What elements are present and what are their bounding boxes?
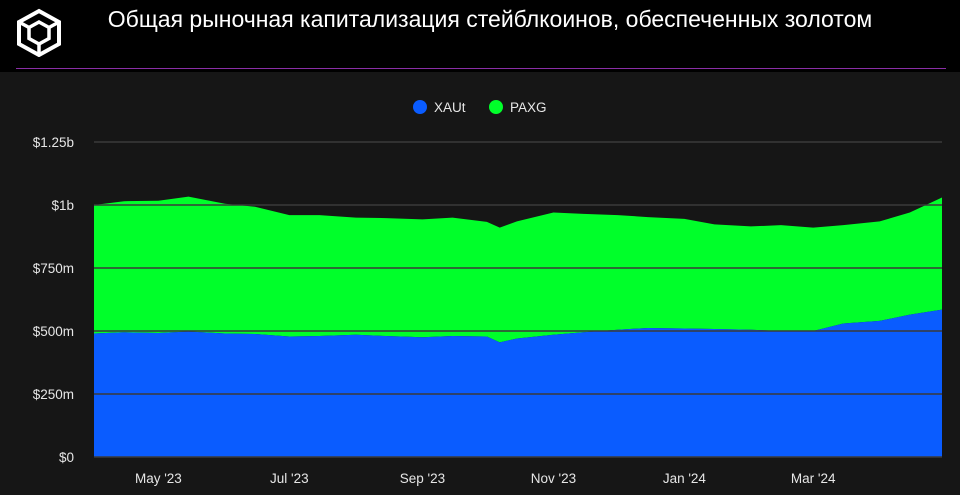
x-tick-label: Jul '23 (270, 471, 309, 486)
header: Общая рыночная капитализация стейблкоино… (0, 0, 960, 70)
legend-paxg-swatch (489, 100, 503, 114)
series-paxg-area (94, 196, 942, 343)
y-tick-label: $250m (33, 387, 74, 402)
legend-xaut-label: XAUt (434, 100, 466, 115)
y-tick-label: $1.25b (33, 135, 74, 150)
x-tick-label: Sep '23 (400, 471, 445, 486)
x-tick-label: Mar '24 (791, 471, 836, 486)
legend-xaut-swatch (413, 100, 427, 114)
y-tick-label: $1b (51, 198, 74, 213)
cube-logo-icon (17, 8, 61, 57)
x-tick-label: May '23 (135, 471, 182, 486)
chart-title: Общая рыночная капитализация стейблкоино… (107, 6, 873, 32)
y-tick-label: $500m (33, 324, 74, 339)
series-xaut-area (94, 309, 942, 457)
x-tick-label: Nov '23 (531, 471, 576, 486)
header-divider (16, 68, 946, 69)
y-tick-label: $0 (59, 450, 74, 465)
chart: $0 $250m $500m $750m $1b $1.25b May '23 Jul '23… (33, 100, 942, 486)
y-tick-label: $750m (33, 261, 74, 276)
legend-paxg-label: PAXG (510, 100, 547, 115)
x-tick-label: Jan '24 (663, 471, 707, 486)
